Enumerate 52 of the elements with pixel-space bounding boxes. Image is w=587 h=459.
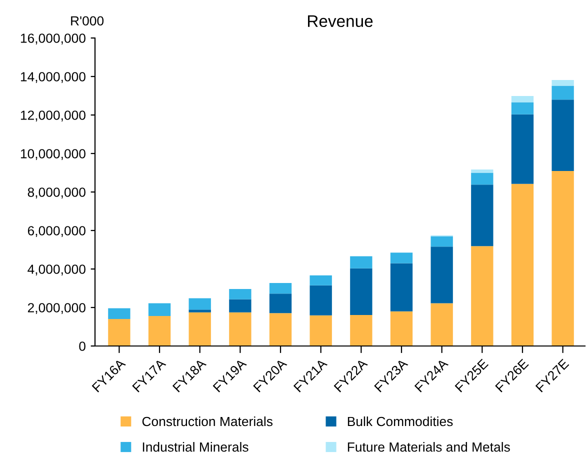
bar xyxy=(511,184,534,346)
bar xyxy=(229,289,252,300)
bar xyxy=(511,96,534,102)
bar xyxy=(350,256,372,268)
y-axis-title: R'000 xyxy=(71,16,104,26)
bar xyxy=(390,252,413,264)
bar xyxy=(269,294,292,314)
bar xyxy=(552,100,574,172)
bar xyxy=(229,299,252,312)
bar xyxy=(471,246,494,346)
bar xyxy=(108,308,130,320)
y-tick-label: 16,000,000 xyxy=(20,34,86,44)
legend-label: Construction Materials xyxy=(142,416,273,426)
bar xyxy=(430,303,453,346)
bar xyxy=(390,311,413,346)
bar xyxy=(188,298,211,310)
bar xyxy=(148,303,171,316)
y-tick-label: 4,000,000 xyxy=(28,264,86,276)
bar xyxy=(552,80,574,86)
bar xyxy=(552,86,574,100)
y-tick-label: 14,000,000 xyxy=(20,72,86,83)
y-tick-label: 8,000,000 xyxy=(28,188,86,198)
bar xyxy=(310,275,332,286)
bar xyxy=(471,169,494,173)
chart-title: Revenue xyxy=(308,15,373,28)
bar xyxy=(390,263,413,312)
bar xyxy=(148,316,171,346)
y-tick-label: 2,000,000 xyxy=(28,303,86,314)
bar xyxy=(310,315,332,346)
legend-label: Industrial Minerals xyxy=(142,442,248,452)
bar xyxy=(269,313,292,346)
bar xyxy=(269,283,292,294)
bar xyxy=(471,184,494,246)
bar xyxy=(552,171,574,346)
bar xyxy=(350,268,372,316)
bar xyxy=(188,310,211,312)
y-tick-label: 6,000,000 xyxy=(28,226,86,237)
y-tick-label: 10,000,000 xyxy=(20,149,86,160)
legend-label: Bulk Commodities xyxy=(348,416,453,426)
bar xyxy=(229,312,252,346)
bar xyxy=(511,114,534,184)
bar xyxy=(471,172,494,185)
bar xyxy=(511,102,534,114)
bar xyxy=(188,312,211,346)
legend-label: Future Materials and Metals xyxy=(348,442,510,452)
bar xyxy=(108,319,130,346)
bar xyxy=(430,246,453,304)
bar xyxy=(310,285,332,316)
y-tick-label: 12,000,000 xyxy=(20,110,86,122)
bar xyxy=(350,315,372,346)
bar xyxy=(430,236,453,247)
y-tick-label: 0 xyxy=(79,342,86,351)
